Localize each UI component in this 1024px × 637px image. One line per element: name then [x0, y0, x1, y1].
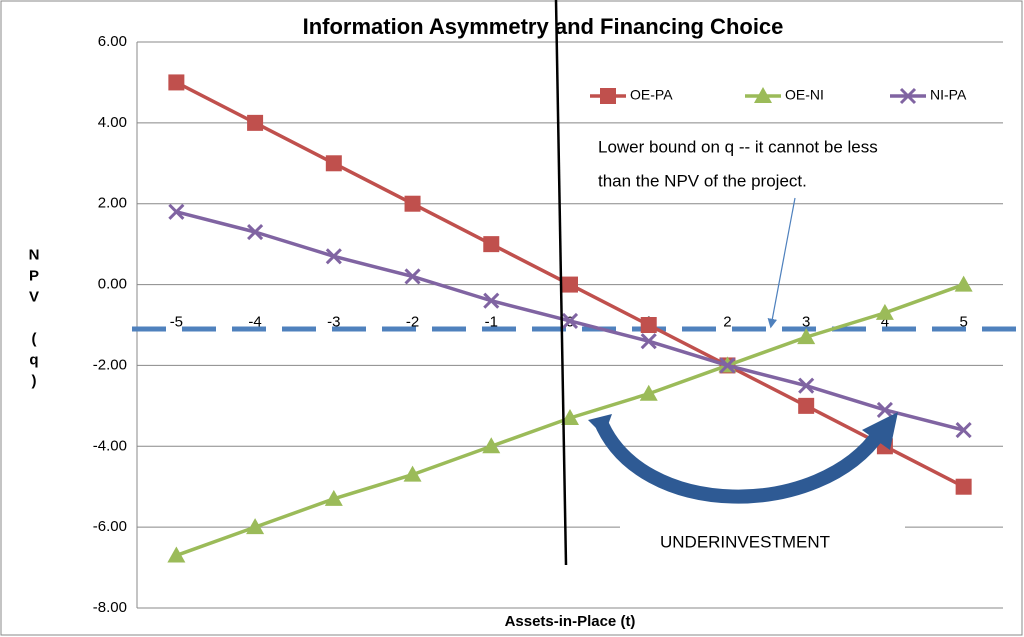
x-tick-label: -5 — [170, 314, 183, 331]
y-tick-label: -6.00 — [93, 518, 127, 535]
data-point — [798, 377, 815, 394]
data-point — [168, 74, 185, 91]
data-point — [876, 401, 893, 418]
data-point — [483, 236, 500, 253]
data-point — [482, 437, 501, 454]
data-point — [955, 422, 972, 439]
legend-item: NI-PA — [890, 87, 967, 105]
data-point — [247, 114, 264, 131]
data-point — [324, 489, 343, 506]
y-tick-label: -4.00 — [93, 437, 127, 454]
data-point — [600, 88, 616, 104]
legend-label: NI-PA — [930, 87, 967, 103]
x-tick-label: 4 — [881, 314, 889, 331]
data-point — [404, 268, 421, 285]
data-point — [719, 357, 736, 374]
data-point — [561, 312, 579, 330]
data-point — [403, 465, 422, 482]
x-tick-label: 5 — [959, 314, 967, 331]
annotation: UNDERINVESTMENT — [660, 532, 830, 551]
y-tick-label: 0.00 — [98, 276, 127, 293]
data-point — [639, 384, 658, 401]
data-point — [325, 248, 342, 265]
data-point — [954, 275, 973, 292]
x-tick-label: -2 — [406, 314, 419, 331]
data-point — [754, 87, 772, 103]
legend-item: OE-PA — [590, 87, 673, 104]
x-tick-label: 2 — [723, 314, 731, 331]
data-point — [798, 397, 815, 414]
vertical-divider — [554, 0, 568, 566]
data-point — [955, 478, 972, 495]
x-tick-label: -4 — [248, 314, 261, 331]
data-point — [561, 408, 579, 425]
x-axis-label: Assets-in-Place (t) — [505, 613, 636, 630]
data-point — [797, 328, 816, 345]
legend-item: OE-NI — [745, 87, 824, 103]
y-tick-label: -2.00 — [93, 356, 127, 373]
chart-title: Information Asymmetry and Financing Choi… — [303, 14, 784, 39]
y-tick-label: 4.00 — [98, 114, 127, 131]
data-point — [167, 546, 186, 563]
annotation-box — [620, 525, 905, 561]
data-point — [562, 276, 578, 293]
x-tick-label: -1 — [485, 314, 498, 331]
data-point — [246, 518, 265, 535]
legend-label: OE-PA — [630, 87, 673, 103]
data-point — [640, 317, 657, 333]
y-axis-label: NPV (q) — [26, 247, 43, 394]
legend-label: OE-NI — [785, 87, 824, 103]
underinvestment-arrow-tail — [588, 414, 612, 436]
data-point — [899, 87, 917, 105]
data-point — [483, 292, 500, 309]
y-tick-label: -8.00 — [93, 599, 127, 616]
x-tick-label: -3 — [327, 314, 340, 331]
data-point — [875, 303, 894, 320]
annotation-arrow — [767, 197, 796, 329]
underinvestment-arrowhead — [862, 412, 898, 450]
data-point — [404, 195, 421, 212]
underinvestment-arrow — [593, 417, 886, 504]
data-point — [247, 223, 264, 241]
data-point — [640, 333, 657, 350]
y-tick-label: 2.00 — [98, 195, 127, 212]
annotation: Lower bound on q -- it cannot be less — [598, 137, 878, 156]
data-point — [168, 203, 185, 220]
data-point — [325, 155, 342, 172]
annotation: than the NPV of the project. — [598, 171, 807, 190]
x-tick-label: 3 — [802, 314, 810, 331]
y-tick-label: 6.00 — [98, 33, 127, 50]
